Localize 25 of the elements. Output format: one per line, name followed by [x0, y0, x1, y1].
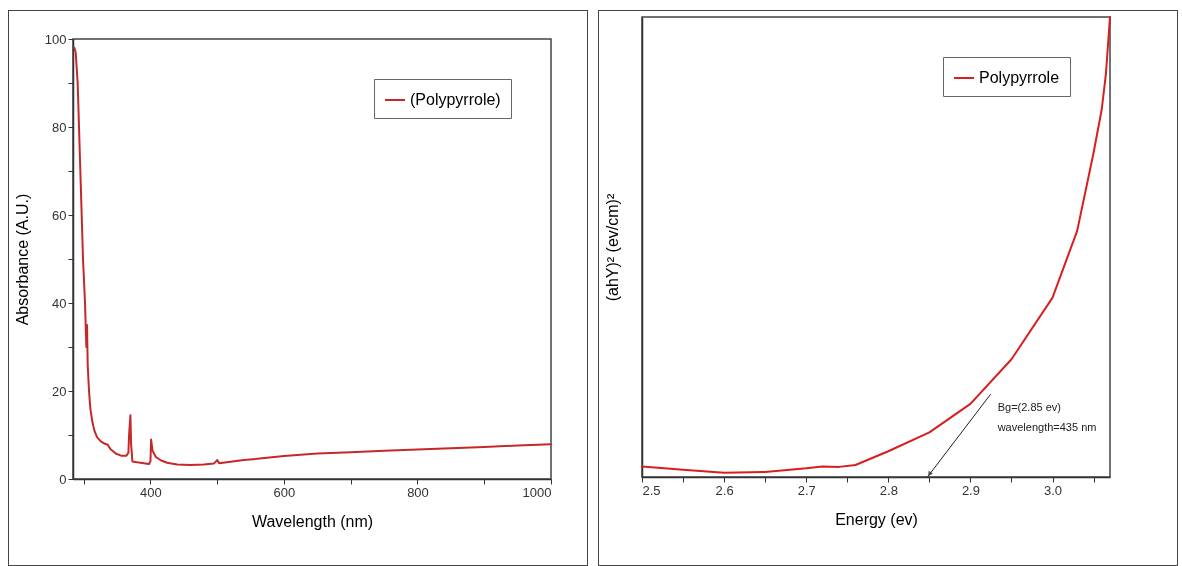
y-tick-label: 0	[59, 471, 67, 487]
x-tick-label: 800	[407, 484, 429, 500]
y-axis-title: Absorbance (A.U.)	[13, 193, 31, 326]
legend-label: (Polypyrrole)	[410, 91, 501, 108]
line-series	[73, 46, 552, 466]
x-tick-label: 600	[273, 484, 296, 500]
x-tick-label: 400	[140, 484, 162, 500]
x-axis-title: Wavelength (nm)	[251, 512, 374, 530]
y-tick-label: 20	[52, 383, 67, 399]
annotation: wavelength=435 nm	[996, 421, 1097, 433]
x-tick-label: 2.6	[715, 482, 734, 498]
legend-label: Polypyrrole	[979, 69, 1060, 86]
x-tick-label: 2.9	[961, 482, 980, 498]
x-tick-label: 3.0	[1043, 482, 1063, 498]
y-tick-label: 80	[52, 119, 67, 135]
y-axis-title: (ahY)² (ev/cm)²	[603, 193, 621, 302]
annotation: Bg=(2.85 ev)	[997, 401, 1061, 413]
y-tick-label: 60	[52, 207, 67, 223]
x-tick-label: 2.8	[879, 482, 898, 498]
x-tick-label: 2.7	[797, 482, 816, 498]
x-axis-title: Energy (ev)	[835, 510, 918, 528]
x-tick-label: 1000	[522, 484, 552, 500]
y-tick-label: 100	[44, 31, 67, 47]
x-tick-label: 2.5	[642, 482, 661, 498]
y-tick-label: 40	[52, 295, 67, 311]
